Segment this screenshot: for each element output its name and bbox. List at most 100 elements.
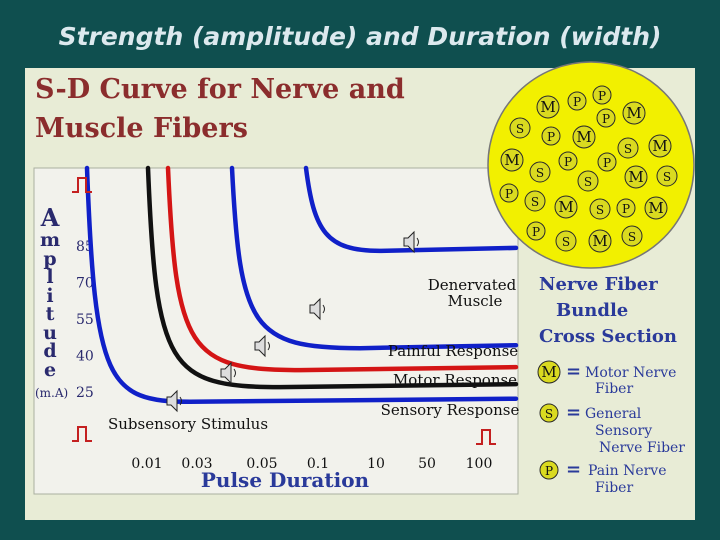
y-tick-label: 25 bbox=[76, 385, 94, 401]
y-axis-letter: p bbox=[43, 247, 57, 270]
nerve-fiber bbox=[644, 196, 668, 220]
nerve-fiber-label: P bbox=[603, 156, 611, 170]
nerve-fiber bbox=[648, 134, 672, 158]
y-axis-letter: l bbox=[46, 266, 54, 288]
nerve-fiber-label: P bbox=[622, 202, 630, 216]
nerve-fiber bbox=[572, 125, 596, 149]
nerve-fiber bbox=[526, 221, 546, 241]
nerve-fiber bbox=[555, 230, 577, 252]
nerve-fiber-label: M bbox=[504, 151, 519, 169]
rect-pulse-icon bbox=[476, 429, 496, 445]
nerve-fiber-label: S bbox=[596, 203, 604, 217]
legend-motor-text-2: Fiber bbox=[595, 381, 634, 397]
nerve-fiber-label: M bbox=[576, 128, 591, 146]
nerve-fiber-label: M bbox=[648, 199, 663, 217]
speaker-icon bbox=[309, 297, 325, 321]
nerve-fiber-label: S bbox=[531, 195, 539, 209]
nerve-fiber-label: S bbox=[562, 235, 570, 249]
legend-equals: = bbox=[566, 459, 582, 480]
nerve-fiber bbox=[588, 229, 612, 253]
nerve-fiber-label: P bbox=[598, 89, 606, 103]
legend-equals: = bbox=[566, 361, 582, 382]
y-tick-label: 55 bbox=[76, 312, 94, 328]
nerve-fiber-label: S bbox=[663, 170, 671, 184]
nerve-fiber-label: M bbox=[558, 198, 573, 216]
nerve-fiber-label: M bbox=[540, 98, 555, 116]
speaker-icon bbox=[220, 361, 236, 385]
nerve-fiber bbox=[622, 101, 646, 125]
annotation-label: Muscle bbox=[448, 292, 503, 310]
y-axis-letter: t bbox=[45, 303, 55, 325]
y-tick-label: 70 bbox=[76, 276, 94, 292]
chart-heading-line-1: S-D Curve for Nerve and bbox=[35, 74, 405, 105]
slide-title: Strength (amplitude) and Duration (width… bbox=[58, 22, 662, 51]
nerve-fiber bbox=[592, 85, 612, 105]
legend-symbol-label: P bbox=[545, 464, 553, 478]
nerve-fiber-label: M bbox=[628, 168, 643, 186]
nerve-fiber-label: P bbox=[564, 155, 572, 169]
nerve-fiber-label: S bbox=[628, 230, 636, 244]
chart-heading-line-2: Muscle Fibers bbox=[35, 113, 248, 144]
y-axis-label: A m p l i t u d e bbox=[36, 205, 64, 379]
speaker-icon bbox=[166, 389, 182, 413]
legend-sensory-text: General bbox=[585, 406, 642, 422]
legend-pain-text: Pain Nerve bbox=[588, 463, 667, 479]
nerve-fiber bbox=[509, 117, 531, 139]
legend-title-line-2: Bundle bbox=[556, 300, 629, 321]
legend-symbol bbox=[537, 360, 561, 384]
nerve-fiber-label: S bbox=[624, 142, 632, 156]
nerve-fiber bbox=[577, 170, 599, 192]
nerve-fiber bbox=[567, 91, 587, 111]
rect-pulse-icon bbox=[72, 426, 92, 442]
legend-title-line-3: Cross Section bbox=[539, 326, 678, 347]
x-tick-label: 0.1 bbox=[307, 456, 329, 472]
annotation-label: Denervated bbox=[428, 276, 517, 294]
nerve-fiber bbox=[524, 190, 546, 212]
y-axis-letter: d bbox=[43, 340, 57, 362]
speaker-icon bbox=[254, 334, 270, 358]
nerve-fiber-label: P bbox=[547, 130, 555, 144]
series-line bbox=[229, 165, 519, 351]
nerve-fiber-label: S bbox=[584, 175, 592, 189]
legend-symbol-label: M bbox=[541, 363, 556, 381]
annotation-label: Sensory Response bbox=[381, 401, 520, 419]
nerve-fiber bbox=[656, 165, 678, 187]
legend-sensory-text-3: Nerve Fiber bbox=[599, 440, 686, 456]
annotation-label: Subsensory Stimulus bbox=[108, 415, 268, 433]
nerve-fiber bbox=[529, 161, 551, 183]
series-line bbox=[165, 165, 519, 373]
legend-symbol-label: S bbox=[545, 407, 553, 421]
nerve-fiber bbox=[617, 137, 639, 159]
nerve-fiber bbox=[621, 225, 643, 247]
legend-equals: = bbox=[566, 402, 582, 423]
legend-symbol bbox=[539, 403, 559, 423]
nerve-fiber bbox=[541, 126, 561, 146]
nerve-fiber-label: M bbox=[652, 137, 667, 155]
nerve-fiber-label: P bbox=[573, 95, 581, 109]
nerve-fiber-label: S bbox=[516, 122, 524, 136]
nerve-fiber bbox=[616, 198, 636, 218]
y-tick-label: 40 bbox=[76, 349, 94, 365]
nerve-fiber bbox=[536, 95, 560, 119]
x-tick-label: 10 bbox=[367, 456, 385, 472]
annotation-label: Motor Response bbox=[393, 371, 517, 389]
x-tick-label: 0.01 bbox=[131, 456, 162, 472]
y-axis-letter: A bbox=[40, 203, 60, 232]
nerve-fiber bbox=[624, 165, 648, 189]
x-tick-label: 100 bbox=[466, 456, 493, 472]
nerve-fiber bbox=[597, 152, 617, 172]
nerve-fiber-label: S bbox=[536, 166, 544, 180]
legend-sensory-text-2: Sensory bbox=[595, 423, 653, 439]
y-axis-letter: u bbox=[43, 321, 57, 344]
legend-title-line-1: Nerve Fiber bbox=[539, 274, 658, 295]
speaker-icon bbox=[403, 230, 419, 254]
y-axis-letter: e bbox=[43, 358, 57, 381]
series-line bbox=[145, 165, 519, 390]
nerve-fiber bbox=[554, 195, 578, 219]
nerve-fiber bbox=[499, 183, 519, 203]
nerve-fiber-label: P bbox=[505, 187, 513, 201]
annotation-label: Painful Response bbox=[388, 342, 518, 360]
